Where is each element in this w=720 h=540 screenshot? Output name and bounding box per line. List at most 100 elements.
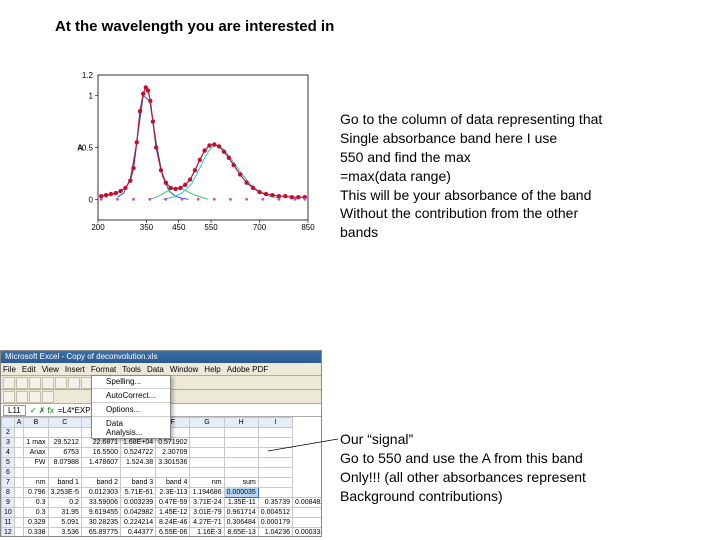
- cell[interactable]: [258, 488, 292, 498]
- toolbar-button[interactable]: [16, 391, 28, 403]
- cell[interactable]: 6.55E-06: [156, 528, 190, 538]
- cell[interactable]: 0.306484: [224, 518, 258, 528]
- cell[interactable]: 0.042982: [121, 508, 156, 518]
- cell[interactable]: [190, 468, 224, 478]
- menu-item-autocorrect[interactable]: AutoCorrect...: [92, 390, 170, 401]
- cell[interactable]: 0.571902: [156, 438, 190, 448]
- cell[interactable]: [14, 438, 24, 448]
- cell[interactable]: 31.95: [48, 508, 81, 518]
- cell[interactable]: 0.35739: [258, 498, 292, 508]
- cell[interactable]: [190, 458, 224, 468]
- cell[interactable]: [48, 468, 81, 478]
- cell[interactable]: 0.224214: [121, 518, 156, 528]
- toolbar-button[interactable]: [3, 391, 15, 403]
- cell[interactable]: 1.478607: [81, 458, 120, 468]
- row-header[interactable]: 8: [2, 488, 15, 498]
- cell[interactable]: 3.301536: [156, 458, 190, 468]
- toolbar-button[interactable]: [68, 377, 80, 389]
- cell[interactable]: 0.2: [48, 498, 81, 508]
- cell[interactable]: 0.003239: [121, 498, 156, 508]
- cell[interactable]: [156, 468, 190, 478]
- cell[interactable]: 0.44377: [121, 528, 156, 538]
- cell[interactable]: 0.012303: [81, 488, 120, 498]
- cell[interactable]: [24, 428, 48, 438]
- cell[interactable]: 0.47E-59: [156, 498, 190, 508]
- cell[interactable]: 0.338: [24, 528, 48, 538]
- fx-icon[interactable]: ✓ ✗ fx: [30, 406, 54, 415]
- cell[interactable]: 1.524.38: [121, 458, 156, 468]
- cell[interactable]: 0.3: [24, 498, 48, 508]
- cell[interactable]: band 4: [156, 478, 190, 488]
- cell[interactable]: 1.16E-3: [190, 528, 224, 538]
- col-header[interactable]: C: [48, 418, 81, 428]
- cell[interactable]: 0.000179: [258, 518, 292, 528]
- cell[interactable]: band 3: [121, 478, 156, 488]
- menu-item-data-analysis[interactable]: Data Analysis...: [92, 418, 170, 438]
- cell[interactable]: 2.30709: [156, 448, 190, 458]
- cell[interactable]: [258, 458, 292, 468]
- cell[interactable]: band 2: [81, 478, 120, 488]
- cell[interactable]: 0.329: [24, 518, 48, 528]
- menu-data[interactable]: Data: [147, 365, 164, 374]
- cell[interactable]: [224, 438, 258, 448]
- cell[interactable]: 1.45E-12: [156, 508, 190, 518]
- cell[interactable]: [14, 508, 24, 518]
- menu-view[interactable]: View: [42, 365, 59, 374]
- cell[interactable]: 22.6871: [81, 438, 120, 448]
- menu-item-options[interactable]: Options...: [92, 404, 170, 415]
- toolbar-button[interactable]: [29, 377, 41, 389]
- cell[interactable]: [224, 448, 258, 458]
- cell[interactable]: 1.68E+04: [121, 438, 156, 448]
- col-header[interactable]: H: [224, 418, 258, 428]
- cell[interactable]: nm: [24, 478, 48, 488]
- cell[interactable]: [224, 458, 258, 468]
- cell[interactable]: 0.000035: [224, 488, 258, 498]
- cell[interactable]: [258, 448, 292, 458]
- cell[interactable]: 0.008482: [293, 498, 323, 508]
- col-header[interactable]: B: [24, 418, 48, 428]
- cell[interactable]: 1.04236: [258, 528, 292, 538]
- menu-help[interactable]: Help: [204, 365, 220, 374]
- row-header[interactable]: 6: [2, 468, 15, 478]
- toolbar-button[interactable]: [42, 377, 54, 389]
- cell[interactable]: [48, 428, 81, 438]
- cell[interactable]: [14, 458, 24, 468]
- cell[interactable]: 3.536: [48, 528, 81, 538]
- menu-file[interactable]: File: [3, 365, 16, 374]
- name-box[interactable]: L11: [3, 405, 26, 416]
- cell[interactable]: 5.71E-61: [121, 488, 156, 498]
- cell[interactable]: [190, 438, 224, 448]
- cell[interactable]: [14, 448, 24, 458]
- row-header[interactable]: 11: [2, 518, 15, 528]
- cell[interactable]: 6753: [48, 448, 81, 458]
- cell[interactable]: [224, 428, 258, 438]
- toolbar-button[interactable]: [3, 377, 15, 389]
- cell[interactable]: 2.3E-113: [156, 488, 190, 498]
- toolbar-button[interactable]: [55, 377, 67, 389]
- cell[interactable]: [14, 428, 24, 438]
- cell[interactable]: 8.65E-13: [224, 528, 258, 538]
- menu-tools[interactable]: Tools: [122, 365, 141, 374]
- cell[interactable]: sum: [224, 478, 258, 488]
- toolbar-button[interactable]: [16, 377, 28, 389]
- cell[interactable]: [24, 468, 48, 478]
- cell[interactable]: 0.796: [24, 488, 48, 498]
- cell[interactable]: 3.253E-5: [48, 488, 81, 498]
- cell[interactable]: [14, 528, 24, 538]
- cell[interactable]: [258, 468, 292, 478]
- row-header[interactable]: 5: [2, 458, 15, 468]
- row-header[interactable]: 3: [2, 438, 15, 448]
- cell[interactable]: 4.27E-71: [190, 518, 224, 528]
- cell[interactable]: 0.961714: [224, 508, 258, 518]
- cell[interactable]: 1.194686: [190, 488, 224, 498]
- row-header[interactable]: 2: [2, 428, 15, 438]
- cell[interactable]: Anax: [24, 448, 48, 458]
- menu-edit[interactable]: Edit: [22, 365, 36, 374]
- cell[interactable]: [293, 508, 323, 518]
- cell[interactable]: 1 max: [24, 438, 48, 448]
- col-header[interactable]: I: [258, 418, 292, 428]
- cell[interactable]: [14, 498, 24, 508]
- col-header[interactable]: A: [14, 418, 24, 428]
- cell[interactable]: 29.5212: [48, 438, 81, 448]
- cell[interactable]: 65.89775: [81, 528, 120, 538]
